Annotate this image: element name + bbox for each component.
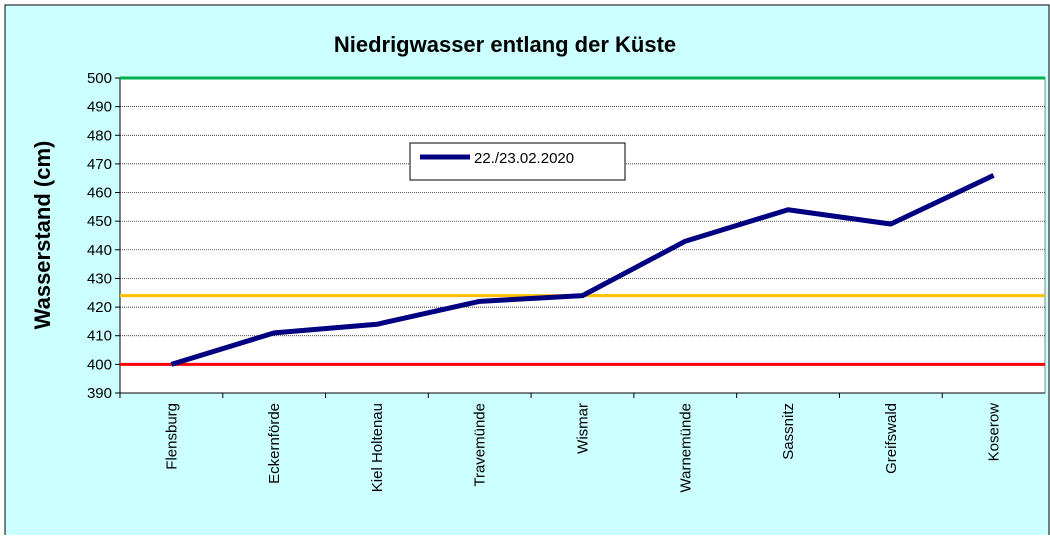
data-line <box>170 173 995 367</box>
series <box>170 173 995 367</box>
y-tick-label: 500 <box>87 70 112 87</box>
y-tick-label: 450 <box>87 213 112 230</box>
x-tick-label: Warnemünde <box>677 403 694 493</box>
legend-label: 22./23.02.2020 <box>474 150 574 167</box>
y-tick-label: 440 <box>87 242 112 259</box>
x-tick-label: Sassnitz <box>780 403 797 460</box>
y-tick-label: 430 <box>87 270 112 287</box>
x-tick-label: Travemünde <box>472 403 489 487</box>
legend: 22./23.02.2020 <box>409 142 626 181</box>
y-tick-label: 390 <box>87 385 112 402</box>
x-tick-label: Kiel Holtenau <box>369 403 386 492</box>
legend-box <box>409 142 626 181</box>
x-tick-label: Eckernförde <box>266 403 283 484</box>
y-axis-title: Wasserstand (cm) <box>30 141 55 330</box>
x-tick-label: Flensburg <box>163 403 180 470</box>
y-tick-label: 420 <box>87 299 112 316</box>
chart-title: Niedrigwasser entlang der Küste <box>334 32 676 57</box>
x-tick-label: Wismar <box>575 403 592 454</box>
y-tick-label: 400 <box>87 356 112 373</box>
plot-area <box>119 77 1046 394</box>
y-tick-label: 460 <box>87 185 112 202</box>
y-tick-label: 470 <box>87 156 112 173</box>
y-tick-label: 410 <box>87 328 112 345</box>
y-tick-label: 480 <box>87 127 112 144</box>
y-tick-label: 490 <box>87 99 112 116</box>
x-tick-label: Greifswald <box>883 403 900 474</box>
x-tick-label: Koserow <box>986 403 1003 462</box>
